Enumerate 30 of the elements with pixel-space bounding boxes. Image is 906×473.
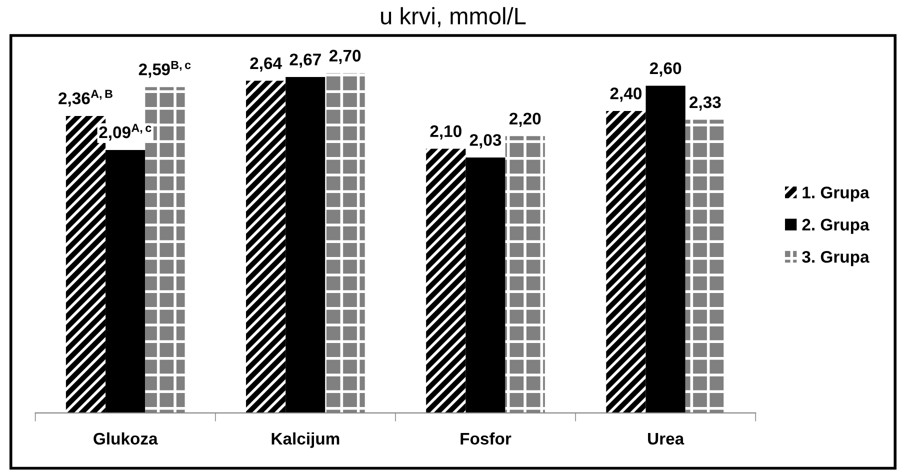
legend-label: 2. Grupa [802,218,870,234]
data-label: 2,03 [470,134,502,148]
data-label: 2,60 [650,62,682,77]
legend-label: 1. Grupa [802,186,870,202]
bar [286,77,326,413]
bar [685,120,725,413]
data-label: 2,20 [509,112,541,127]
data-label: 2,33 [690,96,721,111]
data-label: 2,64 [250,57,282,72]
data-label: 2,10 [430,125,462,140]
x-tick-label: Urea [648,432,684,445]
data-label: 2,09$^{A,c}$ [99,124,152,141]
bar [466,158,506,413]
bar [246,80,286,413]
chart-title: u krvi, mmol/L [381,7,526,28]
legend-label: 3. Grupa [802,250,870,266]
x-tick-label: Glukoza [94,432,158,445]
bar [646,86,686,413]
bar [106,150,146,413]
x-tick-label: Kalcijum [272,432,340,448]
bar [426,148,466,413]
x-tick-label: Fosfor [460,432,512,445]
bar [505,136,545,413]
bar [325,73,365,413]
data-label: 2,36$^{A,B}$ [58,90,112,107]
data-label: 2,67 [290,54,321,68]
data-label: 2,70 [329,50,361,64]
data-label: 2,59$^{B,c}$ [138,60,191,78]
bar [606,110,646,413]
data-label: 2,40 [610,88,642,102]
